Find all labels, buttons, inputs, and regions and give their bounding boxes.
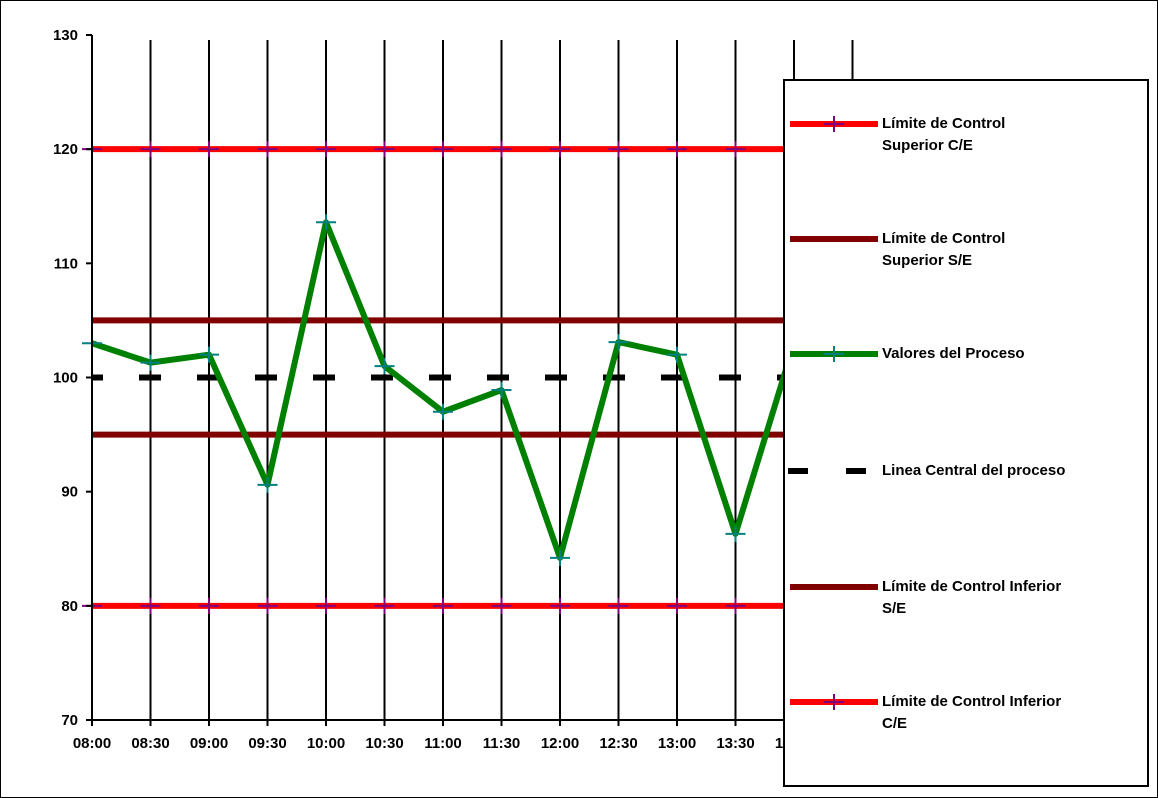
point-valores-0830 — [140, 354, 161, 371]
point-lci_ce-1030 — [374, 597, 395, 614]
point-lci_ce-1300 — [667, 597, 687, 614]
point-lcs_ce-1030 — [374, 141, 395, 158]
point-valores-0900 — [199, 346, 219, 363]
legend-marker-valores — [824, 346, 844, 362]
point-lcs_ce-1130 — [491, 141, 512, 158]
point-valores-1000 — [316, 214, 336, 231]
point-lci_ce-0830 — [140, 597, 161, 614]
x-tick-label-1230: 12:30 — [599, 735, 637, 752]
legend-box — [783, 79, 1149, 787]
legend-marker-lci_ce — [824, 694, 844, 710]
legend-marker-lcs_ce — [824, 116, 844, 132]
x-tick-label-1030: 10:30 — [365, 735, 403, 752]
point-lci_ce-1330 — [725, 597, 746, 614]
point-valores-1230 — [608, 334, 629, 351]
legend-label-lcs_se: Límite de Control Superior S/E — [882, 230, 1005, 269]
series-line-valores — [91, 219, 854, 561]
point-valores-1130 — [491, 382, 512, 399]
point-lci_ce-1200 — [550, 597, 570, 614]
legend: Límite de Control Superior C/E Límite de C… — [783, 79, 1149, 787]
point-lci_ce-1230 — [608, 597, 629, 614]
x-tick-label-0900: 09:00 — [190, 735, 228, 752]
point-lci_ce-1130 — [491, 597, 512, 614]
point-valores-0930 — [257, 476, 278, 493]
point-lcs_ce-1200 — [550, 141, 570, 158]
point-valores-1100 — [433, 403, 453, 420]
point-valores-1330 — [725, 525, 746, 542]
y-tick-label-90: 90 — [61, 484, 78, 501]
y-tick-label-130: 130 — [53, 27, 78, 44]
point-lcs_ce-0830 — [140, 141, 161, 158]
point-lcs_ce-1300 — [667, 141, 687, 158]
x-tick-label-1000: 10:00 — [307, 735, 345, 752]
point-lcs_ce-1230 — [608, 141, 629, 158]
point-lci_ce-0930 — [257, 597, 278, 614]
series-layer — [82, 141, 863, 614]
legend-label-lci_ce: Límite de Control Inferior C/E — [882, 693, 1061, 732]
x-tick-label-1200: 12:00 — [541, 735, 579, 752]
y-tick-label-80: 80 — [61, 598, 78, 615]
x-tick-label-0830: 08:30 — [131, 735, 169, 752]
point-valores-1030 — [374, 358, 395, 375]
x-tick-label-0800: 08:00 — [73, 735, 111, 752]
legend-label-lcs_ce: Límite de Control Superior C/E — [882, 115, 1005, 154]
y-tick-label-100: 100 — [53, 370, 78, 387]
x-tick-label-0930: 09:30 — [248, 735, 286, 752]
point-lcs_ce-0900 — [199, 141, 219, 158]
point-lci_ce-0900 — [199, 597, 219, 614]
y-tick-label-70: 70 — [61, 712, 78, 729]
legend-label-lci_se: Límite de Control Inferior S/E — [882, 578, 1061, 617]
x-tick-label-1130: 11:30 — [483, 735, 521, 752]
point-valores-1200 — [550, 549, 570, 566]
x-tick-label-1330: 13:30 — [716, 735, 754, 752]
y-tick-label-120: 120 — [53, 141, 78, 158]
point-valores-1300 — [667, 346, 687, 363]
x-tick-label-1100: 11:00 — [424, 735, 462, 752]
y-tick-label-110: 110 — [54, 255, 78, 272]
point-lcs_ce-1100 — [433, 141, 453, 158]
x-tick-label-1300: 13:00 — [658, 735, 696, 752]
legend-label-valores: Valores del Proceso — [882, 345, 1025, 362]
point-lcs_ce-1330 — [725, 141, 746, 158]
point-lcs_ce-1000 — [316, 141, 336, 158]
point-lci_ce-1000 — [316, 597, 336, 614]
legend-label-central: Linea Central del proceso — [882, 462, 1065, 479]
point-lci_ce-1100 — [433, 597, 453, 614]
point-lcs_ce-0930 — [257, 141, 278, 158]
